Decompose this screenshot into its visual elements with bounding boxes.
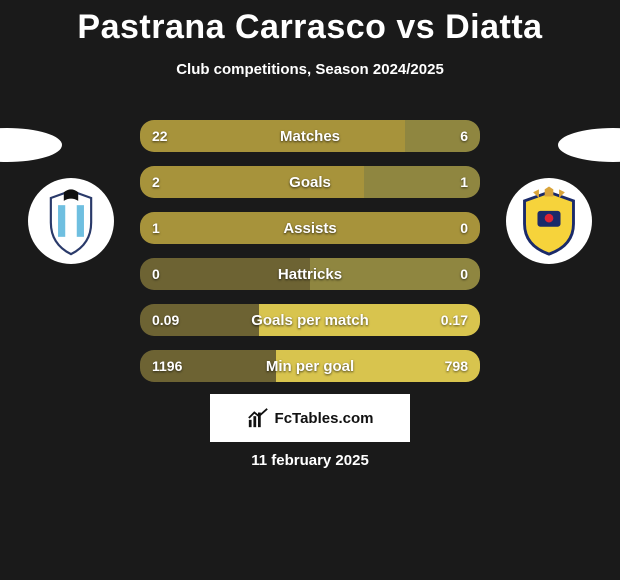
stat-bars: 226Matches21Goals10Assists00Hattricks0.0… [140,120,480,396]
stat-bar-right [310,258,480,290]
stat-value-right: 0.17 [441,304,468,336]
watermark: FcTables.com [210,394,410,442]
stat-bar-left [140,212,480,244]
stat-value-left: 0.09 [152,304,179,336]
stat-row: 21Goals [140,166,480,198]
stat-value-left: 22 [152,120,168,152]
accent-ellipse-left [0,128,62,162]
accent-ellipse-right [558,128,620,162]
stat-value-right: 0 [460,212,468,244]
stat-row: 0.090.17Goals per match [140,304,480,336]
stat-bar-left [140,166,364,198]
page-title: Pastrana Carrasco vs Diatta [0,0,620,47]
stat-bar-left [140,120,405,152]
watermark-text: FcTables.com [275,410,374,427]
crest-right-icon [513,185,585,257]
stat-value-left: 1 [152,212,160,244]
stat-row: 10Assists [140,212,480,244]
crest-left-icon [35,185,107,257]
subtitle: Club competitions, Season 2024/2025 [0,61,620,78]
stat-bar-left [140,258,310,290]
team-crest-right [506,178,592,264]
team-crest-left [28,178,114,264]
stat-row: 226Matches [140,120,480,152]
stat-row: 1196798Min per goal [140,350,480,382]
stat-value-right: 6 [460,120,468,152]
date-label: 11 february 2025 [0,452,620,469]
stat-bar-right [405,120,480,152]
stat-row: 00Hattricks [140,258,480,290]
stat-value-right: 798 [445,350,468,382]
stat-value-left: 2 [152,166,160,198]
stat-value-right: 0 [460,258,468,290]
stat-value-right: 1 [460,166,468,198]
stat-value-left: 0 [152,258,160,290]
chart-icon [247,407,269,429]
stat-value-left: 1196 [152,350,182,382]
